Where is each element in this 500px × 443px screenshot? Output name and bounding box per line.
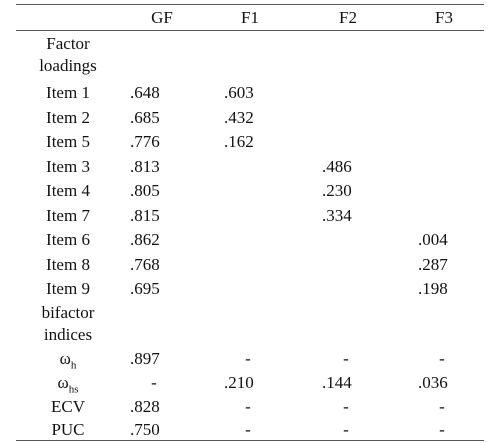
gf-value: .750 bbox=[130, 420, 160, 439]
f1-value: .432 bbox=[224, 107, 254, 127]
omega-symbol: ω bbox=[57, 373, 69, 392]
dash-value: - bbox=[439, 420, 445, 439]
f1-value: - bbox=[218, 395, 278, 419]
f2-value: .334 bbox=[322, 205, 352, 225]
table-row: Item 8 .768 .287 bbox=[16, 253, 484, 277]
f2-value: .230 bbox=[322, 181, 352, 200]
f1-value: - bbox=[218, 418, 278, 442]
dash-value: - bbox=[151, 373, 157, 392]
gf-value: .776 bbox=[130, 132, 160, 151]
header-gf: GF bbox=[151, 8, 173, 27]
omega-subscript: hs bbox=[68, 383, 79, 396]
index-label: ωhs bbox=[16, 371, 120, 395]
top-rule bbox=[16, 4, 484, 5]
f1-value: - bbox=[218, 347, 278, 371]
f3-value: - bbox=[412, 418, 472, 442]
dash-value: - bbox=[245, 397, 251, 416]
gf-value: .828 bbox=[130, 397, 160, 416]
f3-value: .198 bbox=[418, 279, 448, 298]
omega-symbol: ω bbox=[59, 349, 71, 368]
dash-value: - bbox=[343, 420, 349, 439]
section-bifactor-label: bifactor bbox=[41, 303, 95, 322]
f3-value: .036 bbox=[418, 373, 448, 392]
table-row: Item 3 .813 .486 bbox=[16, 155, 484, 179]
item-label: Item 5 bbox=[46, 132, 90, 151]
gf-value: .768 bbox=[130, 254, 160, 274]
table-row: Item 2 .685 .432 bbox=[16, 106, 484, 130]
f3-value: .004 bbox=[418, 230, 448, 249]
section-bifactor-label: indices bbox=[43, 325, 93, 344]
table-row: ECV .828 - - - bbox=[16, 395, 484, 419]
header-row: GF F1 F2 F3 bbox=[16, 6, 484, 30]
index-label: PUC bbox=[51, 420, 85, 439]
item-label: Item 9 bbox=[46, 279, 90, 298]
header-f1: F1 bbox=[241, 8, 259, 27]
item-label: Item 8 bbox=[46, 254, 90, 274]
table-row: Item 4 .805 .230 bbox=[16, 179, 484, 203]
table-row: PUC .750 - - - bbox=[16, 418, 484, 442]
item-label: Item 1 bbox=[46, 83, 90, 102]
gf-value: .815 bbox=[130, 205, 160, 225]
gf-value: .695 bbox=[130, 279, 160, 298]
section-factor-label: loadings bbox=[39, 56, 97, 75]
f1-value: .210 bbox=[224, 373, 254, 392]
f1-value: .162 bbox=[224, 132, 254, 151]
gf-value: .685 bbox=[130, 107, 160, 127]
gf-value: .862 bbox=[130, 230, 160, 249]
header-f2: F2 bbox=[339, 8, 357, 27]
gf-value: - bbox=[124, 371, 184, 395]
header-f3: F3 bbox=[435, 8, 453, 27]
dash-value: - bbox=[343, 349, 349, 368]
f2-value: - bbox=[316, 395, 376, 419]
dash-value: - bbox=[245, 349, 251, 368]
table-row: Item 9 .695 .198 bbox=[16, 277, 484, 301]
table-row: ωhs - .210 .144 .036 bbox=[16, 371, 484, 395]
item-label: Item 4 bbox=[46, 181, 90, 200]
dash-value: - bbox=[439, 397, 445, 416]
index-label: ωh bbox=[16, 347, 120, 371]
dash-value: - bbox=[439, 349, 445, 368]
f3-value: .287 bbox=[418, 254, 448, 274]
index-label: ECV bbox=[51, 397, 85, 416]
table-row: Item 6 .862 .004 bbox=[16, 228, 484, 252]
dash-value: - bbox=[245, 420, 251, 439]
section-factor-label: Factor bbox=[46, 34, 90, 53]
section-factor-line1: Factor bbox=[16, 32, 484, 56]
gf-value: .648 bbox=[130, 83, 160, 102]
gf-value: .813 bbox=[130, 156, 160, 176]
omega-subscript: h bbox=[70, 359, 77, 372]
table-row: Item 7 .815 .334 bbox=[16, 204, 484, 228]
table-row: Item 5 .776 .162 bbox=[16, 130, 484, 154]
f3-value: - bbox=[412, 395, 472, 419]
gf-value: .805 bbox=[130, 181, 160, 200]
section-bifactor-line1: bifactor bbox=[16, 301, 484, 325]
section-bifactor-line2: indices bbox=[16, 323, 484, 347]
item-label: Item 7 bbox=[46, 205, 90, 225]
section-factor-line2: loadings bbox=[16, 54, 484, 78]
bottom-rule bbox=[16, 440, 484, 441]
table-row: Item 1 .648 .603 bbox=[16, 81, 484, 105]
item-label: Item 2 bbox=[46, 107, 90, 127]
f1-value: .603 bbox=[224, 83, 254, 102]
f3-value: - bbox=[412, 347, 472, 371]
item-label: Item 6 bbox=[46, 230, 90, 249]
dash-value: - bbox=[343, 397, 349, 416]
f2-value: .144 bbox=[322, 373, 352, 392]
header-rule bbox=[16, 30, 484, 31]
f2-value: .486 bbox=[322, 156, 352, 176]
gf-value: .897 bbox=[130, 349, 160, 368]
item-label: Item 3 bbox=[46, 156, 90, 176]
f2-value: - bbox=[316, 418, 376, 442]
table-row: ωh .897 - - - bbox=[16, 347, 484, 371]
f2-value: - bbox=[316, 347, 376, 371]
